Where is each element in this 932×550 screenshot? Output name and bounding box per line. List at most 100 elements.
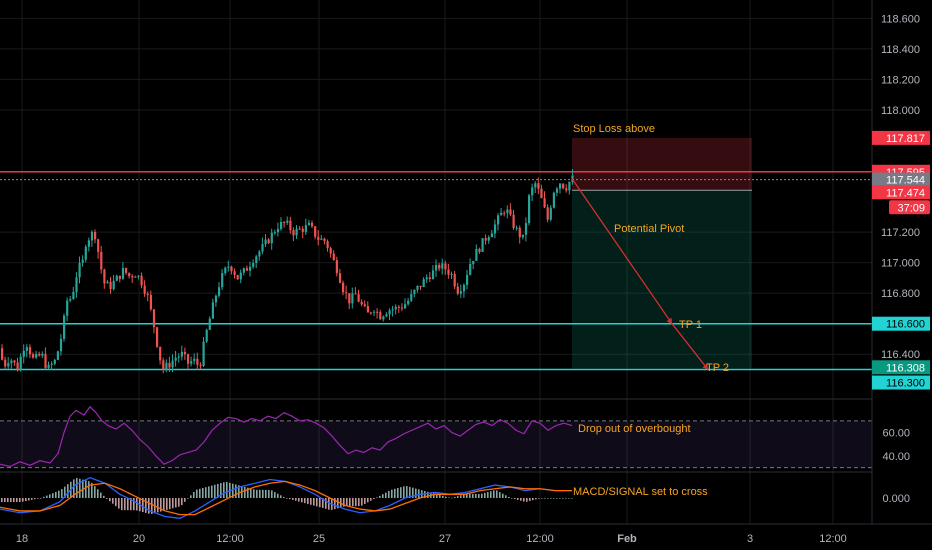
price-tick-0: 116.400 (881, 349, 920, 361)
candle (103, 268, 106, 289)
macd-tick: 0.000 (882, 493, 910, 505)
signal-line (0, 480, 572, 516)
time-tick-5: 12:00 (526, 533, 554, 545)
macd-histogram-bar (238, 485, 240, 498)
candle (531, 183, 534, 201)
macd-histogram-bar (61, 489, 63, 498)
macd-histogram-bar (325, 498, 327, 509)
macd-histogram-bar (91, 482, 93, 498)
macd-histogram-bar (337, 498, 339, 509)
macd-histogram-bar (250, 488, 252, 498)
candle (438, 262, 441, 272)
candle (447, 263, 450, 279)
macd-histogram-bar (424, 490, 426, 498)
macd-histogram-bar (373, 498, 375, 500)
macd-histogram-bar (442, 495, 444, 498)
macd-histogram-bar (232, 483, 234, 498)
candle (388, 308, 391, 320)
macd-histogram-bar (544, 498, 546, 499)
candle (239, 269, 242, 284)
macd-histogram-bar (7, 498, 9, 503)
candle (518, 225, 521, 244)
candle (360, 299, 363, 307)
candle (66, 297, 69, 322)
candle (568, 181, 571, 195)
macd-histogram-bar (535, 498, 537, 500)
arrow-head-1 (666, 317, 672, 324)
rsi-pane[interactable]: Drop out of overbought (0, 405, 872, 469)
candle (53, 358, 56, 366)
candle (245, 265, 249, 271)
macd-histogram-bar (31, 498, 33, 500)
macd-histogram-bar (295, 498, 297, 501)
candle (165, 359, 168, 373)
candle (125, 267, 128, 275)
candle (497, 213, 500, 231)
macd-histogram-bar (490, 491, 492, 498)
candle (196, 352, 199, 370)
macd-histogram-bar (115, 498, 117, 507)
macd-histogram-bar (94, 486, 96, 498)
candle (314, 225, 317, 240)
macd-histogram-bar (286, 498, 288, 499)
macd-histogram-bar (376, 497, 378, 499)
candle (50, 361, 53, 371)
macd-histogram-bar (205, 487, 207, 498)
countdown-badge: 37:09 (889, 200, 930, 215)
macd-histogram-bar (412, 487, 414, 498)
macd-histogram-bar (466, 493, 468, 498)
candle (190, 356, 193, 367)
candle (456, 282, 459, 296)
indicator-tick-labels: 60.00 40.00 0.000 (882, 428, 910, 505)
price-axis[interactable] (871, 0, 932, 524)
macd-histogram-bar (454, 496, 456, 498)
candle (549, 205, 552, 222)
macd-histogram-bar (400, 487, 402, 498)
macd-histogram-bar (382, 494, 384, 498)
candle (413, 289, 416, 298)
candle (487, 235, 490, 244)
candle (546, 204, 549, 223)
rsi-line (0, 405, 573, 468)
candle (276, 222, 280, 237)
candle (552, 191, 555, 209)
macd-histogram-bar (118, 498, 120, 509)
time-tick-3: 25 (313, 533, 325, 545)
macd-histogram-bar (277, 493, 279, 498)
time-axis[interactable] (0, 523, 932, 550)
macd-histogram-bar (175, 498, 177, 508)
candle (506, 205, 509, 219)
candle (25, 344, 28, 358)
candle (75, 272, 78, 298)
macd-histogram-bar (88, 481, 90, 498)
macd-histogram-bar (34, 498, 36, 500)
macd-histogram-bar (319, 498, 321, 508)
macd-histogram-bar (523, 498, 525, 502)
time-tick-7: 3 (747, 533, 753, 545)
candle (7, 357, 10, 371)
macd-histogram-bar (328, 498, 330, 510)
macd-histogram-bar (4, 498, 6, 503)
candle (249, 261, 252, 277)
stop-loss-annotation: Stop Loss above (573, 123, 655, 135)
macd-histogram-bar (226, 482, 228, 498)
macd-histogram-bar (40, 498, 42, 499)
candle (326, 239, 329, 252)
price-tick-4: 117.200 (881, 227, 920, 239)
candle (369, 311, 373, 315)
macd-histogram-bar (223, 482, 225, 498)
macd-histogram-bar (508, 496, 510, 498)
macd-histogram-bar (355, 498, 357, 507)
candle (81, 255, 84, 267)
macd-histogram-bar (487, 492, 489, 498)
candle (236, 274, 239, 280)
macd-histogram-bar (451, 497, 453, 499)
macd-histogram-bar (541, 498, 543, 499)
macd-histogram-bar (307, 498, 309, 504)
candle (323, 237, 326, 245)
macd-pane[interactable]: MACD/SIGNAL set to cross (0, 476, 708, 519)
candle (218, 282, 221, 298)
candle (121, 262, 125, 280)
candle (376, 308, 379, 319)
